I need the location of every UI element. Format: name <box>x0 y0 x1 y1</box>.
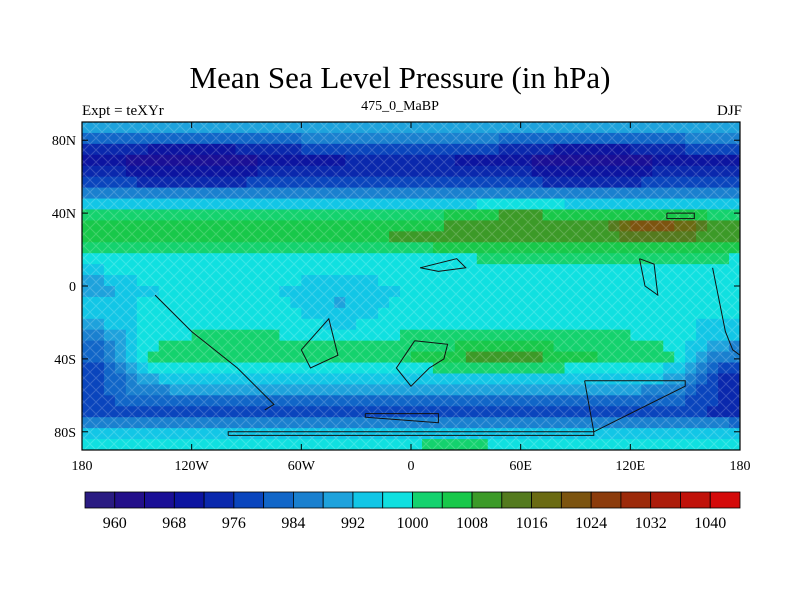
colorbar-swatch <box>84 491 116 509</box>
colorbar-swatch <box>382 491 413 509</box>
colorbar-label: 1016 <box>516 515 548 532</box>
x-tick-label: 60W <box>288 459 316 474</box>
colorbar-label: 1032 <box>635 515 667 532</box>
colorbar-swatch <box>144 491 175 509</box>
colorbar-swatch <box>263 491 294 509</box>
colorbar-swatch <box>590 491 622 509</box>
colorbar-swatch <box>560 491 592 509</box>
x-tick-label: 120W <box>175 459 210 474</box>
x-axis: 180 120W 60W 0 60E 120E 180 <box>72 122 751 474</box>
y-tick-label: 40N <box>52 207 76 222</box>
colorbar-label: 960 <box>103 515 127 532</box>
coastline <box>666 212 695 220</box>
coastlines <box>154 212 740 436</box>
x-tick-label: 180 <box>730 459 751 474</box>
coastline <box>227 431 595 436</box>
x-tick-label: 180 <box>72 459 93 474</box>
y-tick-label: 80S <box>54 426 76 441</box>
coastline <box>154 294 275 411</box>
colorbar-label: 1008 <box>456 515 488 532</box>
colorbar-swatch <box>501 491 532 509</box>
coastline <box>712 267 740 356</box>
y-tick-label: 40S <box>54 353 76 368</box>
coastline <box>364 413 439 424</box>
colorbar-swatch <box>709 491 741 509</box>
x-tick-label: 0 <box>408 459 415 474</box>
colorbar-label: 1000 <box>397 515 429 532</box>
colorbar-label: 1024 <box>575 515 607 532</box>
colorbar-swatch <box>293 491 324 509</box>
colorbar-swatch <box>471 491 503 509</box>
x-tick-label: 120E <box>616 459 646 474</box>
coastline <box>584 380 686 433</box>
colorbar-swatch <box>620 491 652 509</box>
coastline <box>419 258 467 272</box>
coastline <box>300 317 339 369</box>
coastline <box>639 258 659 297</box>
colorbar-label: 968 <box>162 515 186 532</box>
colorbar-swatch <box>173 491 205 509</box>
colorbar: 960 968 976 984 992 1000 1008 1016 1024 1032 1040 <box>84 491 741 532</box>
colorbar-label: 992 <box>341 515 365 532</box>
age-label: 475_0_MaBP <box>361 99 439 114</box>
colorbar-swatch <box>352 491 384 509</box>
colorbar-label: 984 <box>281 515 305 532</box>
contour-hatching <box>82 122 740 450</box>
colorbar-swatch <box>322 491 354 509</box>
coastline <box>395 340 449 387</box>
y-tick-label: 0 <box>69 280 76 295</box>
colorbar-swatch <box>412 491 443 509</box>
season-label: DJF <box>716 103 742 119</box>
y-tick-label: 80N <box>52 134 76 149</box>
chart-title: Mean Sea Level Pressure (in hPa) <box>189 60 611 95</box>
colorbar-swatch <box>114 491 145 509</box>
experiment-label: Expt = teXYr <box>82 103 164 119</box>
colorbar-swatch <box>650 491 681 509</box>
colorbar-label: 976 <box>222 515 246 532</box>
colorbar-swatch <box>680 491 711 509</box>
colorbar-swatch <box>531 491 562 509</box>
y-axis: 80N 40N 0 40S 80S <box>52 134 740 441</box>
colorbar-swatch <box>233 491 265 509</box>
x-tick-label: 60E <box>509 459 532 474</box>
colorbar-swatch <box>441 491 473 509</box>
colorbar-label: 1040 <box>694 515 726 532</box>
colorbar-swatch <box>203 491 235 509</box>
